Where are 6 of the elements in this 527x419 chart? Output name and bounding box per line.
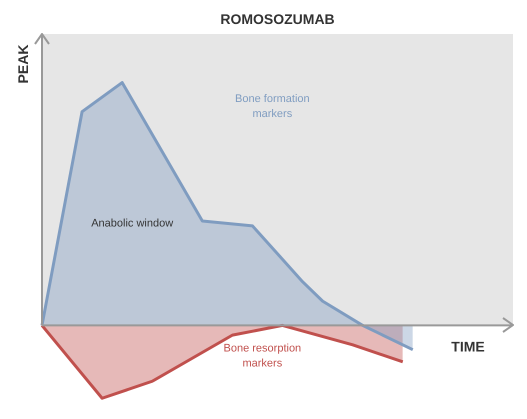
- x-axis-title: TIME: [451, 338, 485, 354]
- y-axis-title: PEAK: [14, 44, 31, 84]
- annotation: Anabolic window: [91, 217, 174, 230]
- chart-title: ROMOSOZUMAB: [220, 10, 335, 27]
- series-label: Bone resorption markers: [224, 342, 302, 370]
- text: Bone formation markers: [235, 93, 310, 120]
